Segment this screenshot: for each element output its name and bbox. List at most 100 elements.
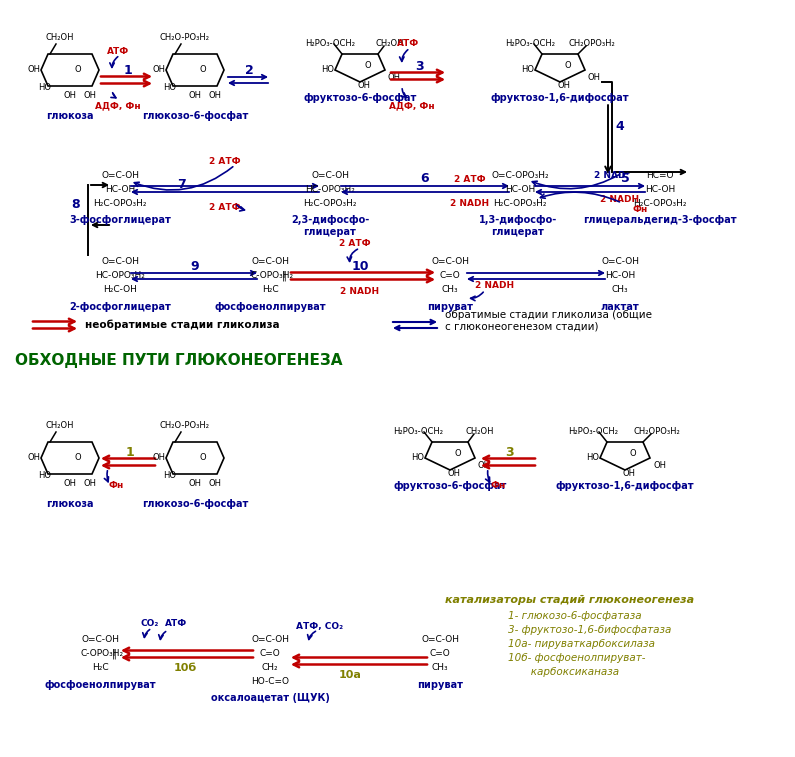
Text: CH₂OH: CH₂OH <box>466 428 494 437</box>
Text: OH: OH <box>28 66 41 74</box>
Text: O: O <box>75 453 81 463</box>
Text: O=C-OPO₃H₂: O=C-OPO₃H₂ <box>491 170 549 179</box>
Text: H₂C-OPO₃H₂: H₂C-OPO₃H₂ <box>493 198 547 207</box>
Text: ‖: ‖ <box>111 649 116 659</box>
Text: HO: HO <box>587 453 599 463</box>
Text: OH: OH <box>208 92 222 101</box>
Text: OH: OH <box>188 92 201 101</box>
Text: H₂C-OPO₃H₂: H₂C-OPO₃H₂ <box>93 198 147 207</box>
Text: 10: 10 <box>351 260 369 273</box>
Text: CH₂OPO₃H₂: CH₂OPO₃H₂ <box>634 428 681 437</box>
Text: O=C-OH: O=C-OH <box>81 635 119 644</box>
Text: H₂C-OH: H₂C-OH <box>103 285 137 294</box>
Text: O=C-OH: O=C-OH <box>601 257 639 266</box>
Text: 2: 2 <box>245 64 254 76</box>
Text: 10а- пируваткарбоксилаза: 10а- пируваткарбоксилаза <box>508 639 655 649</box>
Text: OH: OH <box>358 80 370 89</box>
Text: C-OPO₃H₂: C-OPO₃H₂ <box>250 272 293 281</box>
Text: фруктозо-1,6-дифосфат: фруктозо-1,6-дифосфат <box>556 481 694 491</box>
Text: O: O <box>365 61 371 70</box>
Text: CH₂OH: CH₂OH <box>46 33 74 42</box>
Text: HO: HO <box>163 472 176 481</box>
Text: OH: OH <box>188 479 201 488</box>
Text: CO₂: CO₂ <box>141 619 159 628</box>
Text: АТФ, CO₂: АТФ, CO₂ <box>297 621 343 631</box>
Text: O: O <box>564 61 572 70</box>
Text: HC-OPO₃H₂: HC-OPO₃H₂ <box>95 272 145 281</box>
Text: 1- глюкозо-6-фосфатаза: 1- глюкозо-6-фосфатаза <box>508 611 642 621</box>
Text: Фн: Фн <box>108 481 124 491</box>
Text: 2,3-дифосфо-: 2,3-дифосфо- <box>291 215 369 225</box>
Text: фосфоенолпируват: фосфоенолпируват <box>45 680 156 690</box>
Text: 3: 3 <box>416 60 425 73</box>
Text: 5: 5 <box>621 173 630 185</box>
Text: H₂C-OPO₃H₂: H₂C-OPO₃H₂ <box>303 198 357 207</box>
Text: АДФ, Фн: АДФ, Фн <box>390 101 435 111</box>
Text: глюкоза: глюкоза <box>46 111 94 121</box>
Text: АДФ, Фн: АДФ, Фн <box>95 101 141 111</box>
Text: CH₃: CH₃ <box>611 285 628 294</box>
Text: 3-фосфоглицерат: 3-фосфоглицерат <box>69 215 171 225</box>
Text: 1: 1 <box>124 64 133 76</box>
Text: CH₂O-PO₃H₂: CH₂O-PO₃H₂ <box>160 33 210 42</box>
Text: глюкозо-6-фосфат: глюкозо-6-фосфат <box>142 111 248 121</box>
Text: H₂C: H₂C <box>91 663 108 672</box>
Text: O: O <box>200 66 207 74</box>
Text: 2 NADH: 2 NADH <box>451 198 490 207</box>
Text: 2 АТФ: 2 АТФ <box>209 157 241 166</box>
Text: HC=O: HC=O <box>646 170 673 179</box>
Text: АТФ: АТФ <box>107 48 129 57</box>
Text: HC-OH: HC-OH <box>605 272 635 281</box>
Text: H₂PO₃-OCH₂: H₂PO₃-OCH₂ <box>393 428 443 437</box>
Text: O: O <box>455 450 461 459</box>
Text: O=C-OH: O=C-OH <box>101 170 139 179</box>
Text: HO: HO <box>522 66 534 74</box>
Text: OH: OH <box>448 469 460 478</box>
Text: 2 NAD⁺: 2 NAD⁺ <box>594 170 630 179</box>
Text: OH: OH <box>153 453 165 463</box>
Text: катализаторы стадий глюконеогенеза: катализаторы стадий глюконеогенеза <box>445 595 695 605</box>
Text: HO-C=O: HO-C=O <box>251 678 289 687</box>
Text: АТФ: АТФ <box>397 39 419 48</box>
Text: H₂PO₃-OCH₂: H₂PO₃-OCH₂ <box>568 428 618 437</box>
Text: глицеральдегид-3-фосфат: глицеральдегид-3-фосфат <box>584 215 737 225</box>
Text: HC-OH: HC-OH <box>105 185 135 194</box>
Text: лактат: лактат <box>601 302 639 312</box>
Text: O: O <box>75 66 81 74</box>
Text: АТФ: АТФ <box>165 619 187 628</box>
Text: CH₂OPO₃H₂: CH₂OPO₃H₂ <box>568 39 615 48</box>
Text: H₂PO₃-OCH₂: H₂PO₃-OCH₂ <box>305 39 355 48</box>
Text: 2 АТФ: 2 АТФ <box>209 203 241 211</box>
Text: HO: HO <box>38 83 51 92</box>
Text: 10б- фосфоенолпируват-: 10б- фосфоенолпируват- <box>508 653 646 663</box>
Text: HC-OH: HC-OH <box>505 185 535 194</box>
Text: глицерат: глицерат <box>491 227 545 237</box>
Text: OH: OH <box>64 92 76 101</box>
Text: OH: OH <box>28 453 41 463</box>
Text: H₂C-OPO₃H₂: H₂C-OPO₃H₂ <box>634 198 687 207</box>
Text: фосфоенолпируват: фосфоенолпируват <box>214 302 326 312</box>
Text: обратимые стадии гликолиза (общие
с глюконеогенезом стадии): обратимые стадии гликолиза (общие с глюк… <box>445 310 652 332</box>
Text: HC-OH: HC-OH <box>645 185 675 194</box>
Text: OH: OH <box>622 469 635 478</box>
Text: C=O: C=O <box>260 650 281 659</box>
Text: ‖: ‖ <box>281 271 286 282</box>
Text: 3- фруктозо-1,6-бифосфатаза: 3- фруктозо-1,6-бифосфатаза <box>508 625 671 635</box>
Text: OH: OH <box>388 73 401 83</box>
Text: OH: OH <box>653 462 666 471</box>
Text: C-OPO₃H₂: C-OPO₃H₂ <box>80 650 123 659</box>
Text: оксалоацетат (ЩУК): оксалоацетат (ЩУК) <box>211 693 329 703</box>
Text: CH₂: CH₂ <box>262 663 278 672</box>
Text: Фн: Фн <box>491 481 506 491</box>
Text: C=O: C=O <box>440 272 460 281</box>
Text: O=C-OH: O=C-OH <box>251 635 289 644</box>
Text: 2 АТФ: 2 АТФ <box>454 176 486 185</box>
Text: пируват: пируват <box>417 680 463 690</box>
Text: 2 NADH: 2 NADH <box>475 282 514 291</box>
Text: CH₂OH: CH₂OH <box>46 422 74 431</box>
Text: HO: HO <box>38 472 51 481</box>
Text: 10а: 10а <box>339 670 362 680</box>
Text: 4: 4 <box>615 120 624 133</box>
Text: OH: OH <box>64 479 76 488</box>
Text: OH: OH <box>557 80 571 89</box>
